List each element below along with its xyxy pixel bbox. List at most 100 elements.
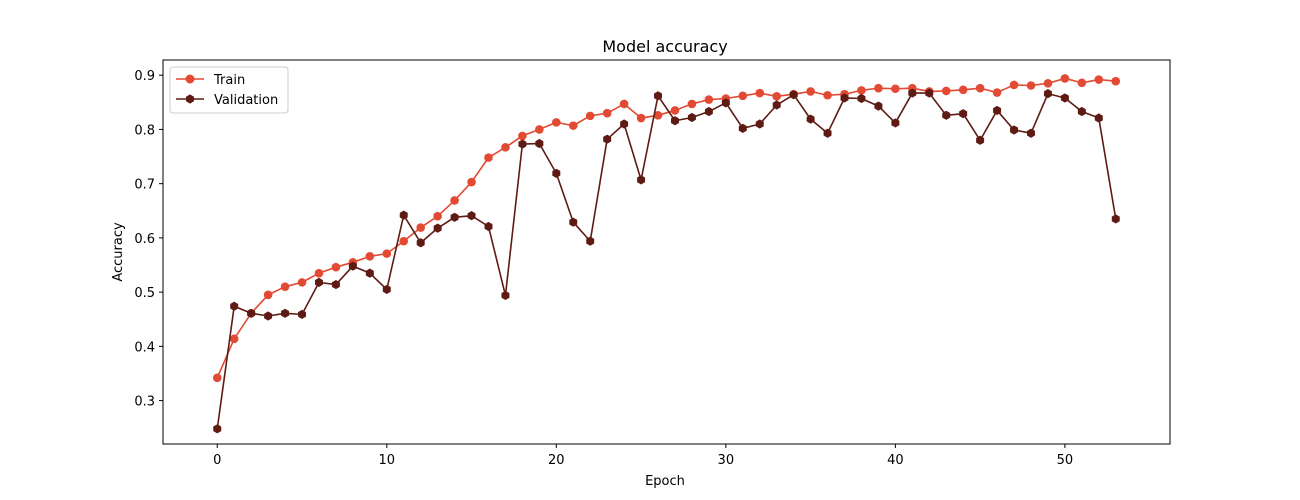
data-point-train bbox=[653, 111, 663, 120]
data-point-validation bbox=[484, 221, 493, 232]
data-point-train bbox=[941, 86, 951, 96]
y-tick-label: 0.8 bbox=[134, 123, 155, 138]
data-point-train bbox=[450, 196, 459, 205]
x-axis: 0 10 20 30 40 50 bbox=[213, 444, 1073, 468]
data-point-train bbox=[738, 91, 748, 101]
data-point-train bbox=[433, 211, 442, 221]
legend-train-marker bbox=[185, 74, 195, 84]
data-point-validation bbox=[738, 123, 747, 133]
data-point-train bbox=[1009, 80, 1019, 90]
data-point-train bbox=[1043, 79, 1053, 88]
x-tick-label: 50 bbox=[1057, 453, 1074, 468]
data-point-validation bbox=[755, 119, 764, 129]
data-point-validation bbox=[721, 98, 730, 108]
data-point-validation bbox=[399, 210, 408, 220]
data-point-train bbox=[552, 118, 561, 127]
x-tick-label: 0 bbox=[213, 453, 221, 468]
data-point-train bbox=[484, 153, 493, 162]
data-point-validation bbox=[467, 211, 476, 221]
data-point-train bbox=[280, 282, 290, 292]
data-point-validation bbox=[298, 309, 306, 319]
data-point-train bbox=[992, 88, 1002, 97]
data-point-train bbox=[687, 99, 697, 109]
y-tick-label: 0.5 bbox=[134, 286, 155, 301]
data-point-validation bbox=[1060, 93, 1069, 103]
data-point-validation bbox=[1094, 113, 1103, 123]
data-point-validation bbox=[908, 88, 917, 98]
data-point-train bbox=[382, 249, 392, 258]
data-point-train bbox=[891, 84, 900, 94]
y-tick-label: 0.9 bbox=[134, 69, 155, 84]
data-point-train bbox=[874, 83, 883, 93]
data-point-train bbox=[806, 87, 815, 96]
series-validation bbox=[213, 88, 1120, 434]
data-point-validation bbox=[1077, 106, 1086, 117]
data-point-validation bbox=[213, 424, 222, 434]
data-point-validation bbox=[993, 105, 1002, 116]
data-point-train bbox=[585, 111, 595, 121]
y-axis-label: Accuracy bbox=[111, 222, 126, 282]
data-point-validation bbox=[450, 212, 459, 222]
data-point-train bbox=[568, 121, 578, 130]
y-tick-label: 0.4 bbox=[134, 340, 155, 355]
axes-frame bbox=[162, 59, 1171, 445]
data-point-validation bbox=[416, 238, 425, 248]
data-point-validation bbox=[772, 100, 781, 110]
y-tick-label: 0.6 bbox=[134, 232, 155, 247]
series-line-train bbox=[216, 77, 1116, 379]
data-point-train bbox=[1077, 78, 1087, 88]
data-point-train bbox=[1111, 76, 1121, 86]
y-axis: 0.3 0.4 0.5 0.6 0.7 0.8 0.9 bbox=[134, 69, 163, 410]
data-point-train bbox=[467, 177, 476, 187]
legend-validation-marker bbox=[186, 94, 194, 104]
data-point-train bbox=[1060, 74, 1070, 83]
plot-area bbox=[212, 74, 1121, 434]
data-point-train bbox=[399, 236, 409, 246]
data-point-validation bbox=[806, 114, 815, 124]
data-point-validation bbox=[264, 311, 273, 321]
x-tick-label: 20 bbox=[548, 453, 565, 468]
data-point-validation bbox=[620, 119, 629, 129]
data-point-train bbox=[704, 95, 714, 104]
data-point-train bbox=[297, 278, 307, 287]
data-point-validation bbox=[281, 308, 290, 318]
data-point-validation bbox=[1010, 125, 1019, 135]
data-point-validation bbox=[1111, 214, 1120, 224]
data-point-train bbox=[636, 113, 646, 123]
data-point-validation bbox=[433, 223, 442, 233]
data-point-validation bbox=[654, 91, 663, 101]
data-point-train bbox=[823, 90, 832, 100]
data-point-train bbox=[619, 99, 629, 109]
data-point-train bbox=[1094, 75, 1104, 84]
data-point-train bbox=[958, 85, 968, 95]
x-axis-label: Epoch bbox=[645, 474, 685, 489]
data-point-validation bbox=[670, 116, 679, 126]
data-point-validation bbox=[942, 110, 951, 120]
data-point-train bbox=[212, 373, 222, 383]
data-point-validation bbox=[637, 175, 646, 185]
data-point-train bbox=[501, 143, 510, 152]
data-point-validation bbox=[382, 284, 391, 295]
chart-title: Model accuracy bbox=[602, 37, 727, 56]
data-point-validation bbox=[586, 236, 595, 246]
data-point-validation bbox=[789, 90, 798, 100]
data-point-train bbox=[975, 83, 985, 93]
data-point-validation bbox=[925, 88, 934, 98]
data-point-validation bbox=[603, 134, 612, 144]
data-point-validation bbox=[247, 308, 256, 318]
legend-train-label: Train bbox=[213, 73, 245, 88]
data-point-validation bbox=[501, 290, 510, 300]
data-point-train bbox=[857, 86, 866, 95]
legend-validation-label: Validation bbox=[214, 93, 278, 108]
data-point-train bbox=[314, 268, 324, 278]
data-point-validation bbox=[535, 138, 544, 149]
data-point-validation bbox=[314, 277, 323, 287]
data-point-validation bbox=[857, 93, 866, 104]
x-tick-label: 10 bbox=[379, 453, 396, 468]
data-point-validation bbox=[976, 135, 985, 145]
data-point-train bbox=[535, 125, 544, 134]
data-point-validation bbox=[552, 168, 561, 178]
data-point-train bbox=[416, 223, 425, 232]
data-point-validation bbox=[823, 128, 832, 138]
